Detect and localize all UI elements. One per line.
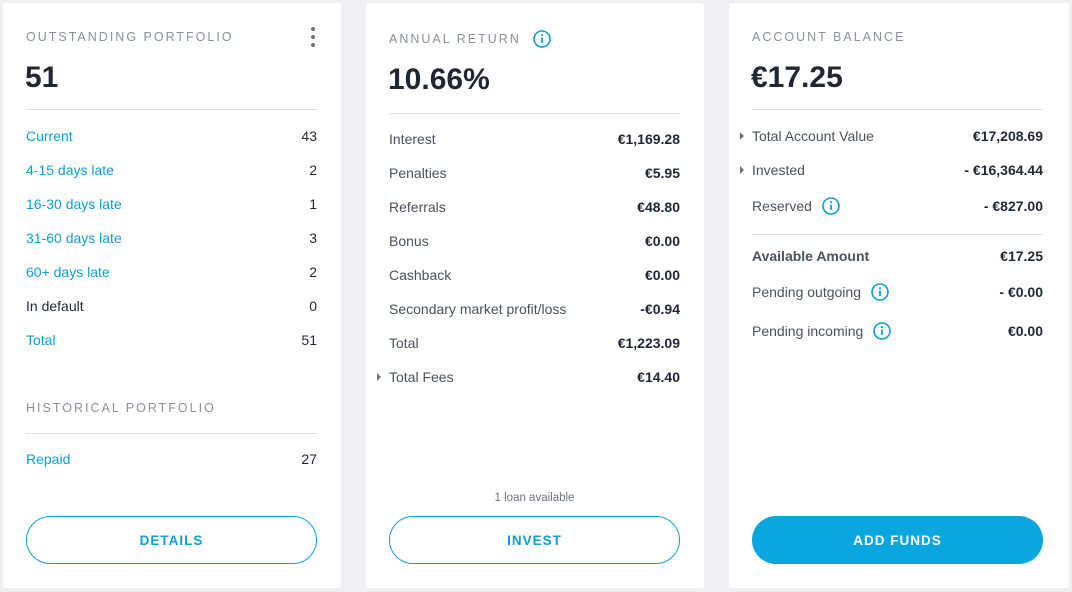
balance-row-invested[interactable]: Invested - €16,364.44 (740, 160, 1043, 180)
annual-return-card: ANNUAL RETURN 10.66% Interest €1,169.28 … (366, 3, 704, 588)
balance-row-pending-outgoing: Pending outgoing - €0.00 (752, 282, 1043, 302)
portfolio-row-repaid[interactable]: Repaid 27 (26, 449, 317, 469)
portfolio-row-in-default: In default 0 (26, 296, 317, 316)
row-value: €48.80 (637, 199, 680, 215)
row-label[interactable]: 4-15 days late (26, 162, 114, 178)
info-icon[interactable] (822, 197, 840, 215)
account-balance-title: ACCOUNT BALANCE (752, 30, 906, 44)
outstanding-portfolio-card: OUTSTANDING PORTFOLIO 51 Current 43 4-15… (3, 3, 341, 588)
return-row-total: Total €1,223.09 (389, 333, 680, 353)
info-icon[interactable] (871, 283, 889, 301)
row-value: 2 (309, 162, 317, 178)
details-button[interactable]: DETAILS (26, 516, 317, 564)
info-icon[interactable] (533, 30, 551, 48)
add-funds-button[interactable]: ADD FUNDS (752, 516, 1043, 564)
historical-portfolio-title: HISTORICAL PORTFOLIO (26, 401, 216, 415)
row-label: Pending incoming (752, 323, 864, 339)
divider (389, 113, 680, 114)
expand-caret-icon[interactable] (740, 166, 744, 174)
row-value: €1,223.09 (617, 335, 680, 351)
kebab-menu-icon[interactable] (309, 27, 317, 47)
invest-button[interactable]: INVEST (389, 516, 680, 564)
divider (752, 109, 1043, 110)
divider (26, 109, 317, 110)
outstanding-total-count: 51 (25, 61, 59, 94)
annual-return-title: ANNUAL RETURN (389, 32, 521, 46)
row-label[interactable]: 31-60 days late (26, 230, 122, 246)
row-label[interactable]: 16-30 days late (26, 196, 122, 212)
outstanding-portfolio-title: OUTSTANDING PORTFOLIO (26, 30, 234, 44)
row-value: €1,169.28 (617, 131, 680, 147)
row-value: €5.95 (644, 165, 680, 181)
portfolio-row-16-30-late[interactable]: 16-30 days late 1 (26, 194, 317, 214)
return-row-total-fees[interactable]: Total Fees €14.40 (377, 367, 680, 387)
return-row-bonus: Bonus €0.00 (389, 231, 680, 251)
return-row-referrals: Referrals €48.80 (389, 197, 680, 217)
row-label: Secondary market profit/loss (389, 301, 567, 317)
row-label: Interest (389, 131, 436, 147)
row-label[interactable]: Total Account Value (752, 128, 874, 144)
row-label: Pending outgoing (752, 284, 861, 300)
balance-row-total-account-value[interactable]: Total Account Value €17,208.69 (740, 126, 1043, 146)
row-label[interactable]: 60+ days late (26, 264, 110, 280)
balance-row-pending-incoming: Pending incoming €0.00 (752, 321, 1043, 341)
balance-row-available-amount: Available Amount €17.25 (752, 246, 1043, 266)
row-value: €0.00 (644, 233, 680, 249)
row-value: 2 (309, 264, 317, 280)
row-value: €17,208.69 (972, 128, 1043, 144)
row-label[interactable]: Total Fees (389, 369, 454, 385)
return-row-interest: Interest €1,169.28 (389, 129, 680, 149)
expand-caret-icon[interactable] (377, 373, 381, 381)
row-label[interactable]: Total (26, 332, 56, 348)
row-value: - €0.00 (999, 284, 1043, 300)
row-value: 43 (301, 128, 317, 144)
row-label[interactable]: Repaid (26, 451, 71, 467)
portfolio-row-60-plus-late[interactable]: 60+ days late 2 (26, 262, 317, 282)
loan-available-note: 1 loan available (494, 492, 575, 504)
row-value: 0 (309, 298, 317, 314)
row-value: €0.00 (1007, 323, 1043, 339)
row-value: 51 (301, 332, 317, 348)
annual-return-header: ANNUAL RETURN (389, 30, 551, 48)
row-label: In default (26, 298, 84, 314)
row-label-group: Reserved (752, 197, 840, 215)
row-label-group: Pending incoming (752, 322, 892, 340)
row-value: €17.25 (1000, 248, 1043, 264)
row-value: - €827.00 (983, 198, 1043, 214)
row-label: Bonus (389, 233, 429, 249)
row-label: Penalties (389, 165, 447, 181)
balance-row-reserved: Reserved - €827.00 (752, 196, 1043, 216)
portfolio-row-31-60-late[interactable]: 31-60 days late 3 (26, 228, 317, 248)
return-row-cashback: Cashback €0.00 (389, 265, 680, 285)
account-balance-card: ACCOUNT BALANCE €17.25 Total Account Val… (729, 3, 1069, 588)
row-label[interactable]: Current (26, 128, 73, 144)
row-label: Referrals (389, 199, 446, 215)
annual-return-value: 10.66% (388, 63, 490, 96)
info-icon[interactable] (873, 322, 892, 340)
return-row-secondary-market: Secondary market profit/loss -€0.94 (389, 299, 680, 319)
return-row-penalties: Penalties €5.95 (389, 163, 680, 183)
row-label[interactable]: Invested (752, 162, 805, 178)
row-value: 1 (309, 196, 317, 212)
portfolio-row-current[interactable]: Current 43 (26, 126, 317, 146)
row-value: -€0.94 (640, 301, 680, 317)
expand-caret-icon[interactable] (740, 132, 744, 140)
divider (26, 433, 317, 434)
row-label: Total (389, 335, 419, 351)
row-label: Reserved (752, 198, 812, 214)
row-value: €14.40 (637, 369, 680, 385)
portfolio-row-4-15-late[interactable]: 4-15 days late 2 (26, 160, 317, 180)
row-value: €0.00 (644, 267, 680, 283)
row-value: 3 (309, 230, 317, 246)
divider (752, 234, 1043, 235)
row-label: Available Amount (752, 248, 870, 264)
row-label: Cashback (389, 267, 452, 283)
portfolio-row-total[interactable]: Total 51 (26, 330, 317, 350)
row-label-group: Pending outgoing (752, 283, 889, 301)
row-value: 27 (301, 451, 317, 467)
row-value: - €16,364.44 (964, 162, 1043, 178)
account-balance-value: €17.25 (751, 61, 843, 94)
